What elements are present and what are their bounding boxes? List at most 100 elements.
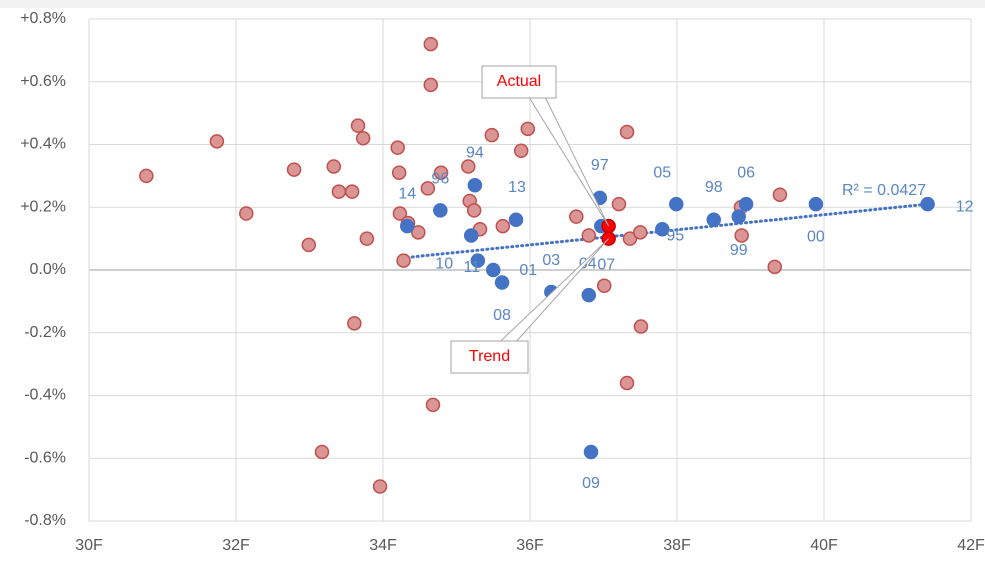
point [433,203,448,218]
point [633,225,648,240]
point [466,203,482,218]
point [520,121,536,137]
point [611,196,627,212]
point [767,259,783,275]
point [355,130,371,146]
point-label: 97 [591,157,609,174]
point-label: 01 [519,262,537,279]
top-strip [0,0,985,8]
point-label: 08 [493,307,511,324]
y-tick-label: -0.8% [24,512,66,529]
x-tick-label: 38F [663,537,691,554]
point [581,228,597,243]
point [461,159,476,174]
point-label: 00 [807,228,825,245]
point [622,231,638,246]
callout-pointer [500,238,610,342]
point [301,237,317,253]
point [633,319,649,334]
point [425,397,441,413]
callout-text: Trend [469,348,510,365]
point-label: 99 [730,242,748,259]
point [920,196,935,212]
point [239,206,254,221]
y-tick-label: +0.6% [20,73,66,90]
point [596,278,612,293]
point [347,316,362,331]
x-tick-label: 34F [369,537,397,554]
y-tick-label: -0.6% [24,449,66,466]
y-tick-label: +0.8% [20,10,66,27]
point [350,118,366,133]
point-label: 05 [653,164,671,181]
point [486,262,501,278]
point-label: 03 [542,252,560,269]
point-label: 98 [705,179,723,196]
point [669,196,684,212]
x-tick-label: 40F [810,537,838,554]
point-label: 14 [398,185,416,202]
point-label: 12 [956,198,974,215]
point-label: 94 [466,145,484,162]
point [423,36,439,52]
y-tick-label: -0.4% [24,387,66,404]
point [808,196,824,212]
point-label: 13 [508,179,526,196]
point [484,127,500,143]
point [392,206,408,221]
point [738,196,754,212]
point [581,287,597,303]
y-tick-label: -0.2% [24,324,66,341]
callout-box [450,340,529,374]
point [420,181,436,196]
point-label: 10 [435,256,453,273]
x-tick-label: 42F [957,537,985,554]
point [396,253,411,268]
point [411,225,426,240]
point [423,77,439,93]
x-tick-label: 32F [222,537,250,554]
point [344,184,360,199]
point [372,479,388,494]
point [583,444,599,460]
point [467,178,483,193]
point [359,231,375,246]
y-tick-label: +0.4% [20,136,66,153]
callout-text: Actual [497,73,541,90]
point [495,218,511,234]
point [734,228,749,243]
point [619,375,635,391]
point-label: 06 [737,164,755,181]
point [731,209,746,224]
point [569,209,584,224]
y-tick-label: 0.0% [30,261,66,278]
trendline-label: R² = 0.0427 [842,182,926,199]
point [400,218,415,234]
point [655,221,670,237]
point [286,162,302,177]
point [314,444,330,460]
x-tick-label: 30F [75,537,103,554]
point [772,187,788,202]
callout-pointer [529,97,610,227]
point-label: 04 [579,255,597,272]
point-label: 96 [431,171,449,188]
point [463,228,479,243]
point [391,165,407,180]
point-label: 07 [597,256,615,273]
point [326,159,342,174]
point [390,140,405,155]
point [619,124,635,140]
point-label: 95 [666,227,684,244]
point [494,275,510,290]
point-label: 09 [582,475,600,492]
point [331,184,347,199]
point [513,143,529,159]
point [209,134,225,149]
point [470,253,486,268]
point-label: 11 [464,259,481,276]
point [433,165,449,180]
x-tick-label: 36F [516,537,544,554]
callout-box [481,65,557,99]
